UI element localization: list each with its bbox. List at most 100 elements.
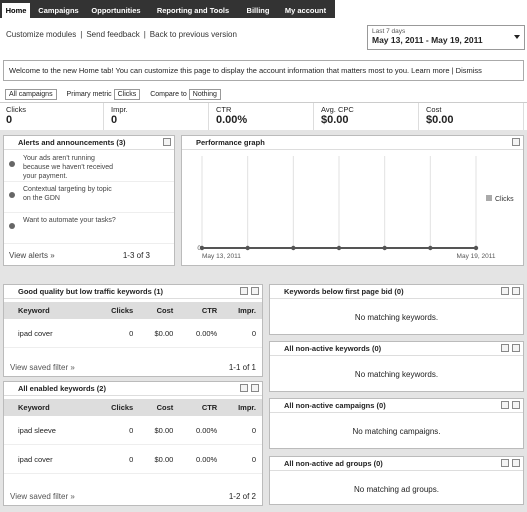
panel-header: Alerts and announcements (3) — [4, 136, 174, 150]
column-header[interactable]: Keyword — [4, 302, 94, 319]
panel-header: All non-active keywords (0) — [270, 342, 523, 356]
data-point — [428, 245, 433, 251]
summary-value: $0.00 — [426, 114, 454, 126]
date-value: May 13, 2011 - May 19, 2011 — [372, 35, 483, 45]
empty-module: All non-active ad groups (0) No matching … — [269, 456, 524, 505]
menu-button[interactable] — [501, 287, 509, 295]
alert-item[interactable]: Contextual targeting by topic on the GDN — [4, 182, 174, 213]
alert-icon — [9, 223, 15, 229]
metric-label: Primary metric — [66, 91, 112, 98]
alert-icon — [9, 161, 15, 167]
date-range[interactable]: Last 7 days May 13, 2011 - May 19, 2011 — [367, 25, 525, 50]
y-tick-label: 0 — [197, 245, 201, 252]
summary-label: CTR — [216, 105, 232, 114]
view-filter-link[interactable]: View saved filter » — [10, 363, 75, 372]
toolbar-link[interactable]: Send feedback — [86, 30, 140, 39]
collapse-button[interactable] — [163, 138, 171, 146]
collapse-button[interactable] — [512, 287, 520, 295]
alert-icon — [9, 192, 15, 198]
summary-row: Clicks 0 Impr. 0 CTR 0.00% Avg. CPC $0.00 Cost $0… — [0, 102, 527, 130]
banner-link[interactable]: Dismiss — [455, 66, 482, 75]
alerts-panel: Alerts and announcements (3) Your ads ar… — [3, 135, 175, 266]
pager: 1-2 of 2 — [228, 492, 256, 501]
empty-module: Keywords below first page bid (0) No matc… — [269, 284, 524, 335]
toolbar-links: Customize modules | Send feedback | Back to … — [6, 30, 237, 39]
graph-panel: Performance graph May 13, 2011 May 19, 20… — [181, 135, 524, 266]
collapse-button[interactable] — [512, 459, 520, 467]
collapse-button[interactable] — [251, 384, 259, 392]
empty-module: All non-active keywords (0) No matching k… — [269, 341, 524, 392]
toolbar-link[interactable]: Customize modules — [6, 30, 77, 39]
column-header[interactable]: CTR — [179, 302, 224, 319]
panel-title: Alerts and announcements (3) — [18, 138, 126, 147]
empty-message: No matching keywords. — [354, 370, 439, 379]
keyword-table: Keyword Clicks Cost CTR Impr. ipad cover 0 $0.0… — [4, 302, 262, 348]
header-row: Keyword Clicks Cost CTR Impr. — [4, 399, 262, 416]
panel-title: Keywords below first page bid (0) — [284, 287, 404, 296]
nav-tab[interactable]: Campaigns — [38, 6, 79, 15]
collapse-button[interactable] — [512, 401, 520, 409]
column-header[interactable]: Clicks — [94, 399, 140, 416]
column-header[interactable]: Clicks — [94, 302, 140, 319]
banner: Welcome to the new Home tab! You can cus… — [3, 60, 524, 81]
column-header[interactable]: Impr. — [223, 302, 262, 319]
column-header[interactable]: Cost — [139, 399, 180, 416]
compare-select[interactable]: Nothing — [188, 89, 221, 100]
summary-label: Clicks — [6, 105, 26, 114]
panel-header: All non-active ad groups (0) — [270, 457, 523, 471]
table-cell: ipad cover — [4, 319, 94, 348]
data-point — [473, 245, 479, 251]
menu-button[interactable] — [501, 459, 509, 467]
data-point — [336, 245, 342, 251]
campaign-select[interactable]: All campaigns — [5, 89, 57, 100]
panel-header: All non-active campaigns (0) — [270, 399, 523, 413]
summary-value: 0.00% — [216, 114, 248, 126]
filter-row: All campaigns Primary metric Clicks Comp… — [5, 89, 221, 101]
table-row: ipad sleeve 0 $0.00 0.00% 0 — [4, 416, 262, 445]
view-filter-link[interactable]: View saved filter » — [10, 492, 75, 501]
nav-bar: Home Campaigns Opportunities Reporting and … — [0, 0, 335, 18]
nav-tab[interactable]: Billing — [246, 6, 270, 15]
collapse-button[interactable] — [512, 344, 520, 352]
view-alerts-link[interactable]: View alerts » — [9, 251, 55, 260]
alert-item[interactable]: Want to automate your tasks? — [4, 213, 174, 244]
panel-title: Performance graph — [196, 138, 265, 147]
table-cell: $0.00 — [139, 444, 180, 474]
banner-text: Welcome to the new Home tab! You can cus… — [9, 66, 410, 75]
nav-tab[interactable]: Opportunities — [91, 6, 141, 15]
table-cell: $0.00 — [139, 416, 180, 445]
nav-tab[interactable]: Home — [2, 3, 30, 18]
summary-cell: Cost $0.00 — [420, 103, 524, 130]
empty-message: No matching keywords. — [354, 313, 439, 322]
alert-text: Your ads aren't running because we haven… — [23, 155, 114, 180]
banner-link[interactable]: Learn more — [411, 66, 450, 75]
column-header[interactable]: Keyword — [4, 399, 94, 416]
menu-button[interactable] — [501, 344, 509, 352]
menu-button[interactable] — [240, 384, 248, 392]
table-cell: 0 — [94, 319, 140, 348]
summary-label: Cost — [426, 105, 442, 114]
table-cell: 0 — [223, 444, 262, 474]
toolbar-link[interactable]: Back to previous version — [149, 30, 237, 39]
keyword-module: Good quality but low traffic keywords (1… — [3, 284, 263, 377]
alert-item[interactable]: Your ads aren't running because we haven… — [4, 151, 174, 182]
keyword-table: Keyword Clicks Cost CTR Impr. ipad sleeve 0 $0.… — [4, 399, 262, 474]
menu-button[interactable] — [501, 401, 509, 409]
menu-button[interactable] — [240, 287, 248, 295]
column-header[interactable]: Cost — [139, 302, 180, 319]
nav-tab[interactable]: My account — [284, 6, 327, 15]
data-point — [199, 245, 205, 251]
table-cell: 0 — [94, 444, 140, 474]
table-cell: 0 — [223, 319, 262, 348]
data-point — [291, 245, 296, 251]
collapse-button[interactable] — [512, 138, 520, 146]
column-header[interactable]: CTR — [179, 399, 224, 416]
column-header[interactable]: Impr. — [223, 399, 262, 416]
nav-tab[interactable]: Reporting and Tools — [156, 6, 230, 15]
pager: 1-3 of 3 — [122, 251, 150, 260]
data-point — [245, 245, 250, 251]
table-cell: 0.00% — [179, 416, 224, 445]
collapse-button[interactable] — [251, 287, 259, 295]
metric-select[interactable]: Clicks — [113, 89, 141, 100]
